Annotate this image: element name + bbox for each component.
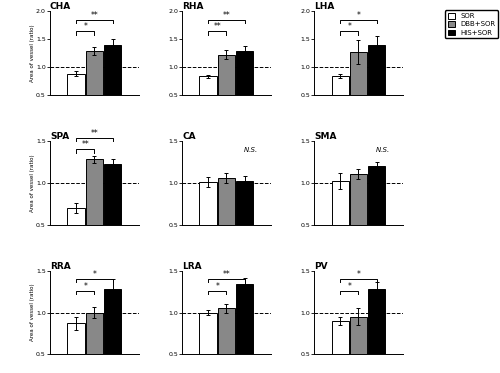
Text: **: ** [82,140,89,149]
Text: RHA: RHA [182,2,204,11]
Text: *: * [84,22,87,31]
Text: LRA: LRA [182,261,202,270]
Bar [218,178,235,266]
Bar [368,289,386,373]
Text: RRA: RRA [50,261,71,270]
Bar [68,74,85,123]
Text: *: * [84,282,87,291]
Text: PV: PV [314,261,328,270]
Bar [332,181,349,266]
Y-axis label: Area of vessel (ratio): Area of vessel (ratio) [30,284,35,341]
Bar [368,166,386,266]
Bar [218,308,235,373]
Text: *: * [356,10,360,19]
Text: CHA: CHA [50,2,72,11]
Text: **: ** [222,270,230,279]
Text: SMA: SMA [314,132,336,141]
Bar [104,289,122,373]
Bar [350,52,367,123]
Text: *: * [348,22,352,31]
Bar [200,313,217,373]
Text: **: ** [90,10,98,19]
Text: LHA: LHA [314,2,334,11]
Bar [332,76,349,123]
Text: **: ** [90,129,98,138]
Bar [368,45,386,123]
Text: SPA: SPA [50,132,69,141]
Text: *: * [92,270,96,279]
Bar [236,51,254,123]
Y-axis label: Area of vessel (ratio): Area of vessel (ratio) [30,154,35,211]
Y-axis label: Area of vessel (ratio): Area of vessel (ratio) [30,24,35,82]
Text: *: * [356,270,360,279]
Text: *: * [216,282,219,291]
Bar [104,45,122,123]
Text: CA: CA [182,132,196,141]
Bar [236,284,254,373]
Bar [236,181,254,266]
Bar [104,164,122,266]
Bar [86,159,103,266]
Text: N.S.: N.S. [244,147,258,153]
Text: **: ** [214,22,221,31]
Bar [332,321,349,373]
Bar [68,208,85,266]
Bar [200,182,217,266]
Bar [68,323,85,373]
Text: N.S.: N.S. [376,147,390,153]
Bar [350,175,367,266]
Text: **: ** [222,10,230,19]
Legend: SOR, DBB+SOR, HIS+SOR: SOR, DBB+SOR, HIS+SOR [445,10,498,38]
Bar [86,313,103,373]
Bar [350,317,367,373]
Bar [200,76,217,123]
Bar [86,51,103,123]
Text: *: * [348,282,352,291]
Bar [218,55,235,123]
